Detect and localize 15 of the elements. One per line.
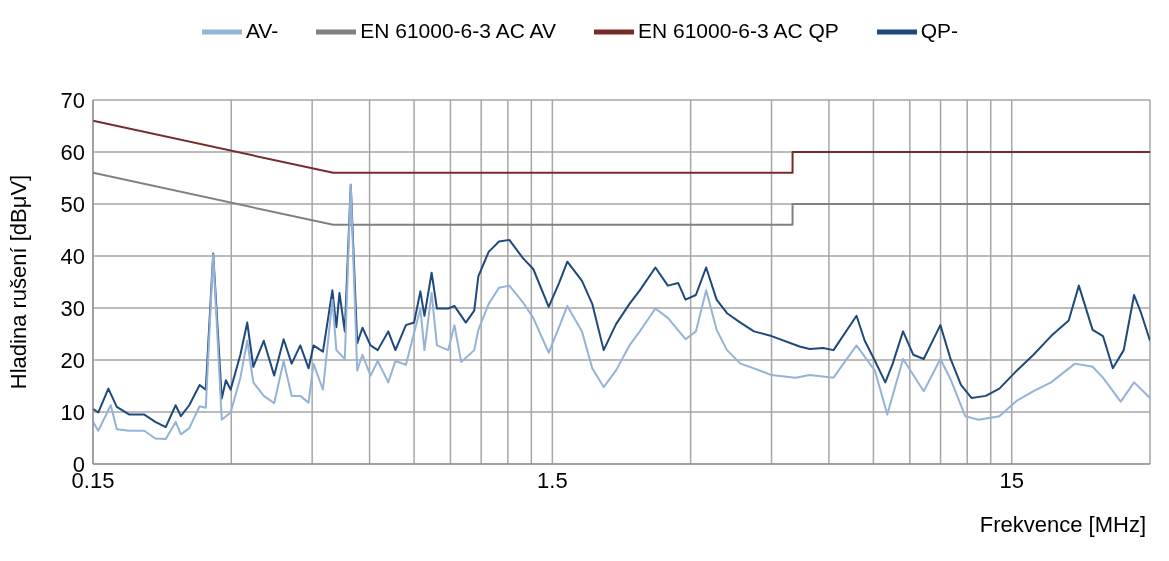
x-tick-label: 1.5 <box>537 467 568 493</box>
legend-label: AV- <box>245 18 279 42</box>
y-tick-label: 40 <box>60 243 85 269</box>
y-axis-title: Hladina rušení [dBμV] <box>5 174 31 390</box>
y-tick-label: 60 <box>60 139 85 165</box>
y-tick-label: 30 <box>60 295 85 321</box>
x-axis-title: Frekvence [MHz] <box>979 512 1146 537</box>
y-tick-label: 50 <box>60 191 85 217</box>
legend-label: QP- <box>920 18 959 42</box>
y-tick-label: 20 <box>60 347 85 373</box>
y-tick-label: 70 <box>60 87 85 113</box>
x-tick-label: 15 <box>999 467 1024 493</box>
y-tick-label: 10 <box>60 399 85 425</box>
legend-label: EN 61000-6-3 AC AV <box>360 18 556 42</box>
legend-label: EN 61000-6-3 AC QP <box>637 18 839 42</box>
